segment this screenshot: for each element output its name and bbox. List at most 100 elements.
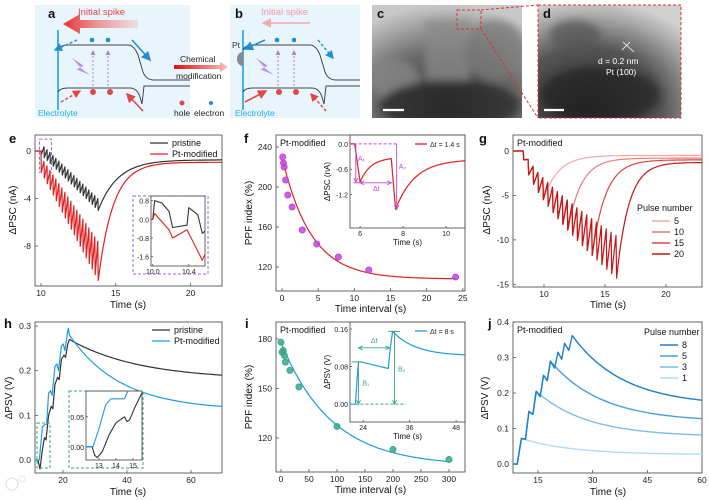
f-inset-axes: 6 8 10 0.0 -0.6 -1.2 <box>336 134 466 238</box>
e-y-tick-label: 0 <box>26 146 31 156</box>
g-title: Pt-modified <box>517 138 563 148</box>
i-x-tick-label: 250 <box>414 474 428 484</box>
h-x-tick-label: 60 <box>186 475 196 485</box>
i-inset-y-tick-label: 0.00 <box>334 402 348 409</box>
e-inset-y-tick-label: -1.6 <box>137 255 149 262</box>
panel-j-label: j <box>487 316 492 331</box>
f-y-tick-label: 120 <box>258 262 272 272</box>
electron-arrow-icon <box>243 39 266 51</box>
i-data-point <box>280 351 288 359</box>
i-title: Pt-modified <box>280 325 326 335</box>
j-series-pulse-8-line <box>513 334 702 465</box>
e-inset-series-Pt-modified-line <box>151 212 205 261</box>
h-y-tick-label: 0.1 <box>19 410 31 420</box>
e-inset-y-tick-label: 0.0 <box>139 217 149 224</box>
j-series-pulse-5-line <box>513 360 702 465</box>
e-inset-x-tick-label: 10.0 <box>146 269 160 276</box>
hole-legend-dot <box>179 100 185 106</box>
g-y-tick-label: -5 <box>501 190 509 200</box>
f-inset-a2-label: A₂ <box>399 164 407 171</box>
electrolyte-label: Electrolyte <box>38 108 78 118</box>
j-x-tick-label: 60 <box>697 475 707 485</box>
i-inset-x-tick-label: 48 <box>452 425 460 432</box>
f-inset-dt-label: Δt <box>373 186 380 193</box>
f-title: Pt-modified <box>280 138 326 148</box>
h-series <box>35 327 222 470</box>
e-zoom-region-box <box>38 138 52 173</box>
f-x-tick-label: 5 <box>316 293 321 303</box>
initial-spike-arrow-icon <box>63 14 138 34</box>
g-legend-label: 15 <box>674 238 684 248</box>
panel-h-label: h <box>4 316 12 331</box>
i-inset-b2-label: B₂ <box>398 366 406 373</box>
g-axes: 10 15 200-5-10-15 <box>497 134 703 299</box>
j-y-tick-label: 0.0 <box>497 459 509 469</box>
lattice-marker <box>621 41 631 51</box>
panel-b-schematic: b Initial spike Pt Electrolyte <box>230 5 360 118</box>
i-inset-x-axis-label: Time (s) <box>393 432 422 441</box>
i-data-point <box>295 383 303 391</box>
f-inset-y-tick-label: -1.2 <box>336 193 348 200</box>
i-data-point <box>389 446 397 454</box>
f-fit-group <box>282 159 456 280</box>
h-y-tick-label: 0.3 <box>19 321 31 331</box>
f-y-tick-label: 200 <box>258 182 272 192</box>
g-x-axis-label: Time (s) <box>590 300 626 311</box>
lattice-spacing-label: d = 0.2 nm <box>598 56 638 66</box>
i-inset-dt-arrow-heads <box>357 345 391 351</box>
e-x-tick-label: 15 <box>111 288 121 298</box>
f-y-axis-label: PPF index (%) <box>244 181 255 245</box>
h-series-Pt-modified-line <box>35 327 222 461</box>
f-data-point <box>298 226 306 234</box>
electron-legend-dot <box>209 101 213 105</box>
chemical-modification: Chemical modification hole electron <box>174 54 228 118</box>
f-data-point <box>313 240 321 248</box>
h-inset-box <box>68 390 144 469</box>
light-lightning-icon <box>72 58 90 75</box>
f-inset-y-tick-label: 0.0 <box>338 142 348 149</box>
j-x-tick-label: 15 <box>533 475 543 485</box>
i-data-point <box>281 358 289 366</box>
i-y-axis-label: PPF index (%) <box>244 365 255 429</box>
j-legend-label: 3 <box>682 362 687 372</box>
f-data-point <box>279 153 287 161</box>
h-inset-plot-frame <box>85 390 143 461</box>
i-inset-b2-arrow-head <box>392 399 397 406</box>
i-inset-dt-label: Δt <box>371 338 378 345</box>
h-inset-x-tick-label: 14 <box>112 463 120 470</box>
i-x-axis-label: Time interval (s) <box>335 485 406 496</box>
e-plot-frame <box>34 134 223 287</box>
h-series-pristine-line <box>35 338 222 470</box>
panel-c-label: c <box>377 6 384 21</box>
h-inset-axes: 13 14 15 0.00 0.05 <box>70 390 143 470</box>
panel-g-label: g <box>479 131 487 146</box>
j-y-tick-label: 0.3 <box>497 353 509 363</box>
h-inset-x-tick-label: 13 <box>95 463 103 470</box>
i-fit-curve <box>280 342 450 463</box>
hole-arrow-icon <box>125 92 144 112</box>
panel-f-label: f <box>244 131 249 146</box>
h-inset-y-tick-label: 0.05 <box>70 415 84 422</box>
j-x-tick-label: 45 <box>643 475 653 485</box>
i-y-tick-label: 150 <box>258 384 272 394</box>
watermark-logo <box>5 475 26 491</box>
j-legend-label: 5 <box>682 351 687 361</box>
h-inset-series-pristine-line <box>86 392 142 459</box>
g-y-tick-label: -15 <box>497 279 510 289</box>
i-x-tick-label: 150 <box>358 474 372 484</box>
g-x-tick-label: 10 <box>539 289 549 299</box>
j-legend-label: 8 <box>682 340 687 350</box>
e-inset-y-tick-label: -0.8 <box>137 236 149 243</box>
f-data-point <box>282 176 290 184</box>
i-inset-series <box>350 330 465 405</box>
valence-band <box>242 85 360 105</box>
j-y-tick-label: 0.1 <box>497 424 509 434</box>
lattice-plane-label: Pt (100) <box>606 67 636 77</box>
zoom-connector-line <box>480 28 539 119</box>
f-x-tick-label: 0 <box>280 293 285 303</box>
i-inset-axes: 24 36 48 0.00 0.08 0.16 <box>334 321 466 432</box>
i-inset-trace <box>350 330 465 405</box>
j-y-tick-label: 0.4 <box>497 317 509 327</box>
h-legend-label: pristine <box>174 325 203 335</box>
i-x-tick-label: 50 <box>304 474 314 484</box>
